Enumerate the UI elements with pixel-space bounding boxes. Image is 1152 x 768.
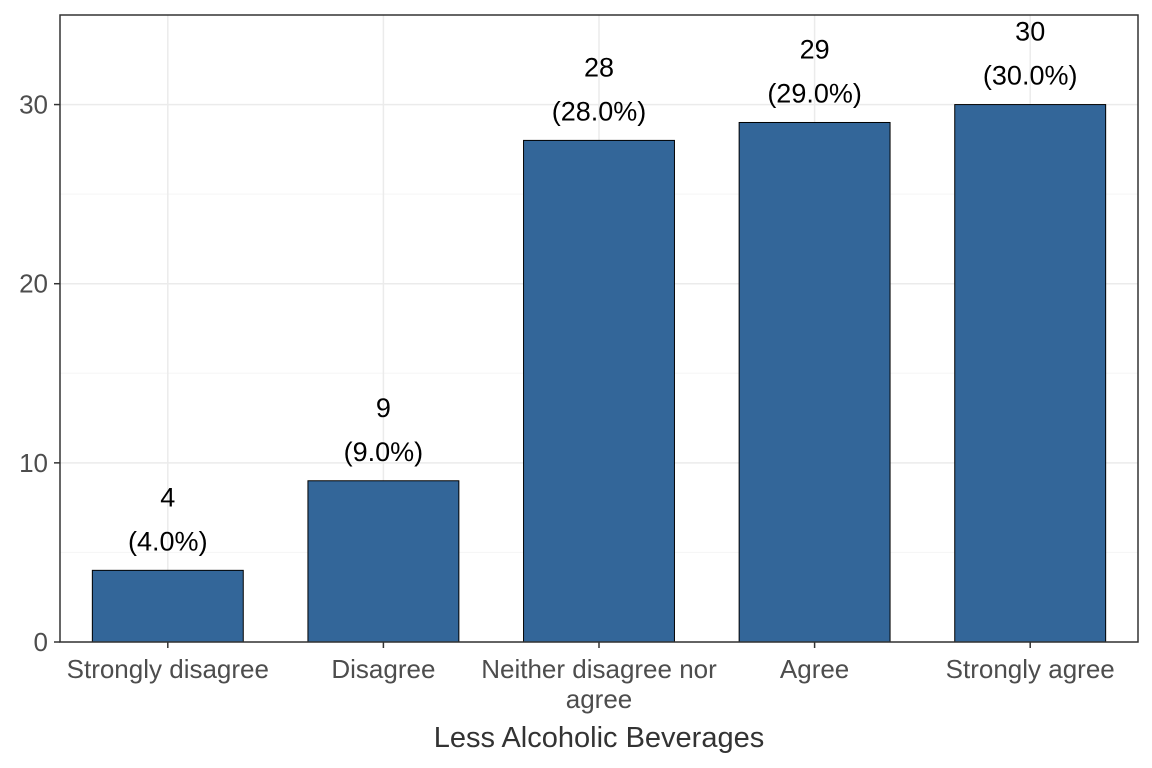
bar bbox=[307, 480, 460, 643]
bar bbox=[954, 104, 1107, 643]
y-tick-label: 30 bbox=[19, 90, 48, 120]
bar-percent-label: (30.0%) bbox=[983, 61, 1078, 91]
x-tick-label: Strongly agree bbox=[946, 654, 1115, 684]
bar bbox=[523, 139, 675, 643]
x-tick-label: Agree bbox=[780, 654, 849, 684]
bar-value-label: 28 bbox=[584, 52, 614, 82]
y-tick-label: 0 bbox=[34, 627, 48, 657]
bar-value-label: 9 bbox=[376, 393, 391, 423]
bar-percent-label: (28.0%) bbox=[552, 96, 647, 126]
bar bbox=[91, 569, 244, 643]
x-tick-label: Disagree bbox=[331, 654, 435, 684]
axes: 0 10 20 30 Strongly disagree Disagree Neither … bbox=[19, 90, 1115, 714]
y-tick-label: 10 bbox=[19, 448, 48, 478]
panel-border bbox=[59, 14, 1139, 643]
bar-percent-label: (4.0%) bbox=[128, 526, 208, 556]
x-axis-title: Less Alcoholic Beverages bbox=[434, 722, 764, 754]
bar-value-label: 4 bbox=[160, 482, 175, 512]
x-tick-label: Strongly disagree bbox=[67, 654, 269, 684]
bars bbox=[91, 104, 1107, 643]
bar bbox=[738, 121, 891, 643]
bar-percent-label: (9.0%) bbox=[344, 437, 424, 467]
bar-percent-label: (29.0%) bbox=[767, 78, 862, 108]
bar-value-label: 30 bbox=[1015, 17, 1045, 47]
x-tick-label: Neither disagree nor agree bbox=[481, 654, 717, 714]
data-labels: 4 (4.0%) 9 (9.0%) 28 (28.0%) 29 (29.0%) 30 (30.0%… bbox=[128, 17, 1077, 557]
bar-value-label: 29 bbox=[800, 34, 830, 64]
y-tick-label: 20 bbox=[19, 269, 48, 299]
